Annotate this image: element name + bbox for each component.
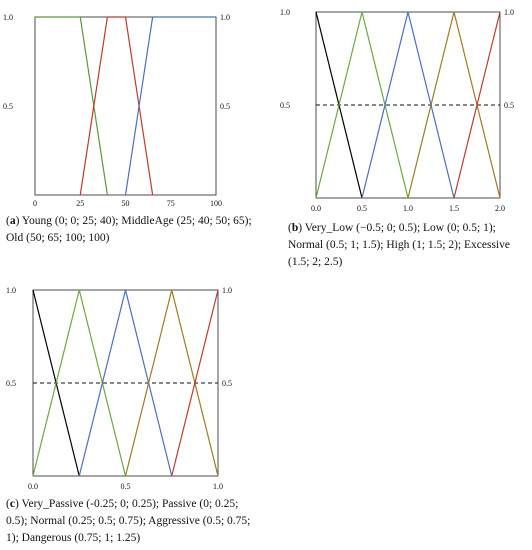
series-line-2	[79, 16, 154, 196]
y-tick-label-right: 1.0	[504, 8, 514, 17]
x-tick-label: 1.0	[403, 204, 413, 213]
y-tick-label-right: 1.0	[220, 13, 230, 22]
series-line-3	[78, 289, 173, 477]
chart-b: 0.0 0.5 1.0 1.5 2.0 0.5 1.0 0.5 1.0	[280, 8, 514, 213]
caption-a: (a) Young (0; 0; 25; 40); MiddleAge (25;…	[6, 215, 252, 244]
caption-a-text: Young (0; 0; 25; 40); MiddleAge (25; 40;…	[6, 215, 252, 244]
panel-c: 0.0 0.5 1.0 0.5 1.0 0.5 1.0	[0, 282, 260, 498]
series-line-2	[315, 11, 409, 199]
series-line-2	[32, 289, 127, 477]
caption-b-text: Very_Low (−0.5; 0; 0.5); Low (0; 0.5; 1)…	[288, 222, 510, 268]
series-line-5	[453, 11, 501, 199]
caption-b-letter: b	[291, 222, 299, 234]
x-tick-label: 50	[122, 199, 130, 208]
series-line-4	[407, 11, 501, 199]
x-tick-label: 0	[33, 199, 37, 208]
panel-b: 0.0 0.5 1.0 1.5 2.0 0.5 1.0 0.5 1.0	[278, 0, 532, 220]
y-tick-label-right: 0.5	[222, 379, 232, 388]
chart-a: 0 25 50 75 100 0.5 1.0 0.5 1.0	[3, 13, 230, 208]
y-tick-label-right: 0.5	[220, 102, 230, 111]
y-tick-label-left: 0.5	[280, 101, 290, 110]
x-tick-label: 1.5	[449, 204, 459, 213]
x-tick-label: 0.0	[311, 204, 321, 213]
caption-c-letter: c	[9, 498, 15, 510]
x-tick-label: 0.0	[28, 482, 38, 491]
chart-c: 0.0 0.5 1.0 0.5 1.0 0.5 1.0	[6, 286, 232, 491]
series-line-1	[35, 16, 108, 196]
y-tick-label-right: 0.5	[504, 101, 514, 110]
x-tick-label: 75	[167, 199, 175, 208]
series-line-4	[124, 289, 219, 477]
y-tick-label-left: 1.0	[3, 13, 13, 22]
y-tick-label-left: 0.5	[6, 379, 16, 388]
caption-c-text: Very_Passive (-0.25; 0; 0.25); Passive (…	[6, 498, 251, 544]
x-tick-label: 0.5	[357, 204, 367, 213]
series-line-5	[171, 289, 219, 477]
series-line-3	[124, 16, 216, 196]
caption-c: (c) Very_Passive (-0.25; 0; 0.25); Passi…	[6, 498, 251, 544]
x-tick-label: 2.0	[495, 204, 505, 213]
y-tick-label-left: 1.0	[280, 8, 290, 17]
caption-a-letter: a	[9, 215, 16, 227]
x-tick-label: 1.0	[213, 482, 223, 491]
panel-a: 0 25 50 75 100 0.5 1.0 0.5 1.0	[0, 0, 260, 210]
y-tick-label-left: 0.5	[3, 102, 13, 111]
plot-frame	[34, 16, 217, 196]
y-tick-label-left: 1.0	[6, 286, 16, 295]
series-line-3	[361, 11, 455, 199]
caption-b: (b) Very_Low (−0.5; 0; 0.5); Low (0; 0.5…	[288, 222, 510, 268]
x-tick-label: 0.5	[121, 482, 131, 491]
x-tick-label: 25	[76, 199, 84, 208]
x-tick-label: 100	[210, 199, 222, 208]
y-tick-label-right: 1.0	[222, 286, 232, 295]
